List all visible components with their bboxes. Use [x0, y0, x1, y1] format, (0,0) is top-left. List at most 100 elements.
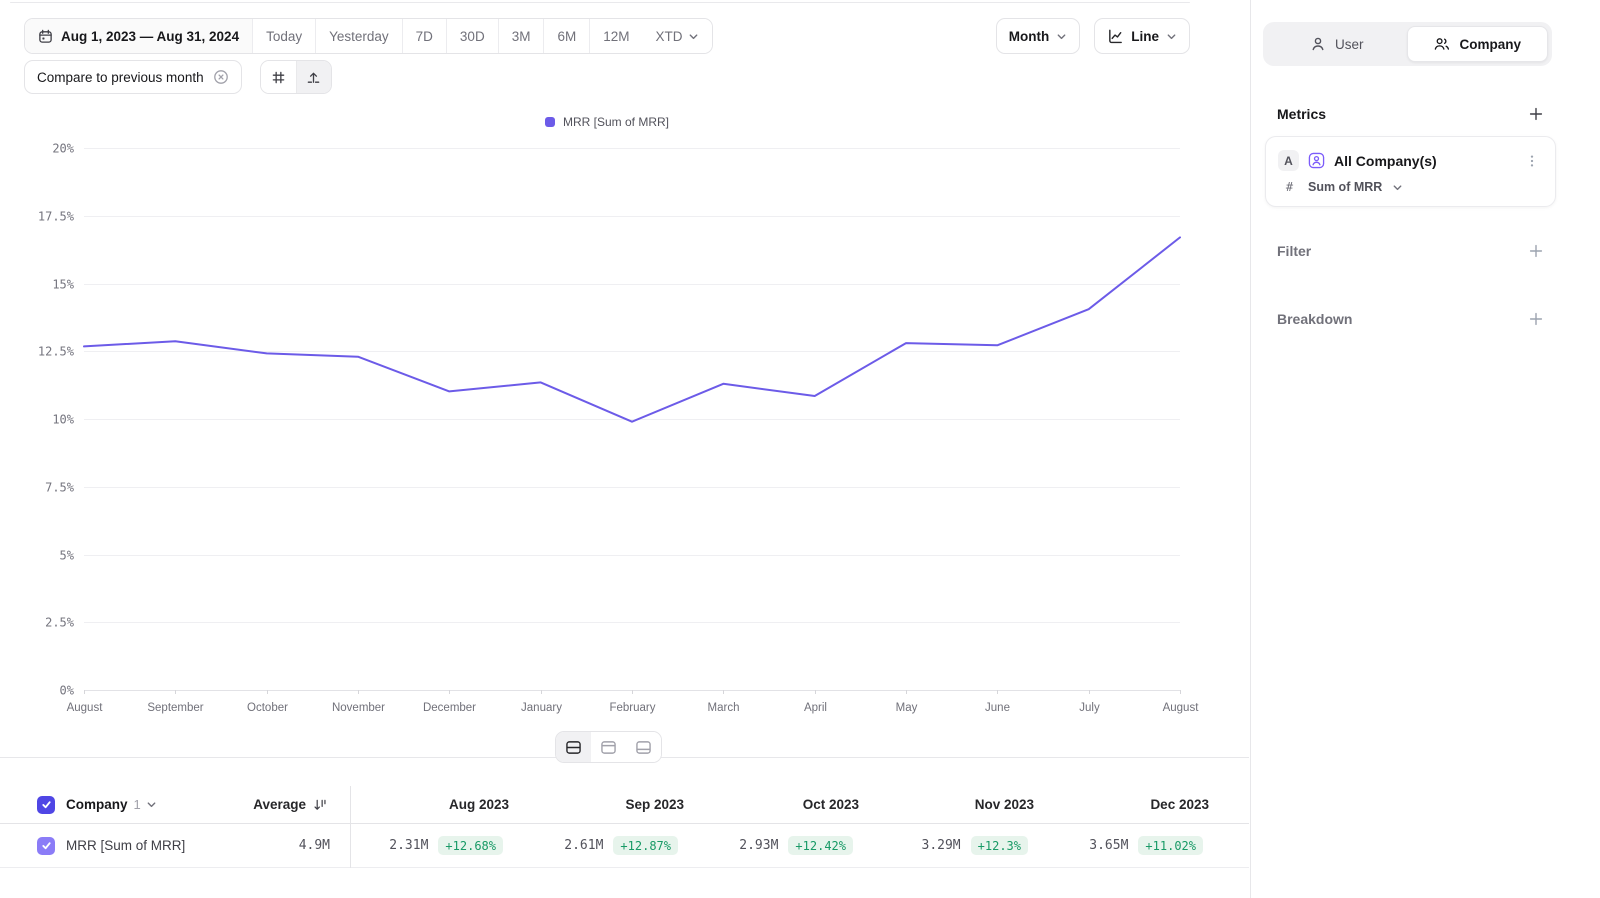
column-header-oct-2023: Oct 2023	[802, 797, 859, 812]
range-today-button[interactable]: Today	[253, 19, 317, 53]
close-circle-icon[interactable]	[213, 69, 229, 85]
legend-swatch	[544, 117, 555, 127]
sort-descending-icon[interactable]	[313, 798, 327, 812]
chart-only-view-button[interactable]	[591, 732, 626, 762]
y-axis-tick-label: 20%	[52, 142, 74, 156]
aggregation-label: Sum of MRR	[1308, 180, 1383, 194]
plus-icon	[1529, 244, 1543, 258]
report-main-panel: Aug 1, 2023 — Aug 31, 2024 Today Yesterda…	[0, 2, 1249, 868]
company-toggle-label: Company	[1459, 36, 1521, 52]
x-axis-month-label: August	[67, 702, 104, 714]
toolbar-right-group: Month Line	[995, 18, 1190, 54]
y-axis-tick-label: 12.5%	[38, 345, 75, 359]
x-axis-month-label: March	[708, 702, 740, 714]
range-7d-button[interactable]: 7D	[402, 19, 447, 53]
x-axis-month-label: November	[332, 702, 385, 714]
kebab-menu-icon	[1530, 154, 1534, 167]
plus-icon	[1529, 107, 1543, 121]
breakdown-title: Breakdown	[1277, 311, 1353, 327]
range-3m-button[interactable]: 3M	[498, 19, 545, 53]
metrics-title: Metrics	[1277, 106, 1327, 122]
user-toggle-label: User	[1334, 36, 1364, 52]
x-axis-month-label: February	[609, 702, 655, 714]
config-sidebar: User Company Metrics A All Company(s) # …	[1250, 0, 1600, 898]
range-6m-button[interactable]: 6M	[544, 19, 591, 53]
xtd-label: XTD	[655, 28, 683, 44]
table-only-view-button[interactable]	[626, 732, 661, 762]
breakdown-table: Company 1 Average Aug 2023 Sep 2023 Oct 20…	[0, 786, 1249, 868]
change-badge: +12.42%	[788, 836, 853, 855]
granularity-dropdown[interactable]: Month	[995, 18, 1081, 54]
metric-aggregation-row[interactable]: # Sum of MRR	[1278, 180, 1541, 194]
x-axis-month-label: August	[1163, 702, 1200, 714]
entity-count: 1	[133, 797, 141, 812]
row-checkbox[interactable]	[37, 836, 55, 855]
chart-type-label: Line	[1131, 28, 1159, 44]
range-30d-button[interactable]: 30D	[446, 19, 499, 53]
chevron-down-icon	[1393, 184, 1402, 190]
grid-toggle-button[interactable]	[260, 61, 296, 93]
metrics-section-header: Metrics	[1251, 106, 1600, 122]
calendar-icon	[39, 29, 52, 43]
panel-top-icon	[601, 740, 616, 754]
select-all-checkbox[interactable]	[37, 795, 55, 814]
mrr-value: 3.65M	[1089, 838, 1129, 853]
average-value: 4.9M	[298, 838, 330, 853]
column-header-dec-2023: Dec 2023	[1150, 797, 1209, 812]
check-icon	[41, 801, 51, 809]
chart-legend-item[interactable]: MRR [Sum of MRR]	[0, 115, 1214, 129]
company-toggle-button[interactable]: Company	[1406, 26, 1548, 62]
x-axis-month-label: May	[896, 702, 918, 714]
metric-card-title-row: A All Company(s)	[1278, 150, 1541, 171]
user-toggle-button[interactable]: User	[1267, 26, 1407, 62]
chart-display-toggle-group	[259, 60, 332, 94]
range-yesterday-button[interactable]: Yesterday	[316, 19, 403, 53]
mrr-value: 2.93M	[739, 838, 779, 853]
chevron-down-icon[interactable]	[146, 799, 157, 810]
metric-card[interactable]: A All Company(s) # Sum of MRR	[1265, 136, 1556, 207]
arrow-up-from-line-icon	[307, 72, 320, 83]
mrr-value: 2.31M	[389, 838, 429, 853]
users-icon	[1435, 38, 1450, 50]
date-range-label: Aug 1, 2023 — Aug 31, 2024	[61, 28, 240, 44]
average-column-label: Average	[253, 797, 306, 812]
toolbar: Aug 1, 2023 — Aug 31, 2024 Today Yesterda…	[24, 18, 1190, 54]
add-filter-button[interactable]	[1528, 243, 1544, 259]
column-header-aug-2023: Aug 2023	[448, 797, 509, 812]
table-header-first-cell: Company 1 Average	[0, 795, 350, 814]
chart-type-dropdown[interactable]: Line	[1094, 18, 1190, 54]
metric-row-name: MRR [Sum of MRR]	[66, 838, 186, 853]
chevron-down-icon	[1167, 33, 1176, 39]
check-icon	[41, 842, 51, 850]
granularity-label: Month	[1008, 28, 1050, 44]
toolbar-second-row: Compare to previous month	[24, 60, 332, 94]
panel-bottom-icon	[636, 740, 651, 754]
range-xtd-dropdown[interactable]: XTD	[642, 19, 713, 53]
y-axis-tick-label: 15%	[52, 278, 74, 292]
annotations-toggle-button[interactable]	[295, 61, 331, 93]
table-header-row: Company 1 Average Aug 2023 Sep 2023 Oct 20…	[0, 786, 1249, 824]
entity-column-label[interactable]: Company	[66, 797, 128, 812]
date-range-button[interactable]: Aug 1, 2023 — Aug 31, 2024	[25, 19, 254, 53]
metric-options-button[interactable]	[1523, 154, 1541, 168]
y-axis-tick-label: 5%	[60, 549, 75, 563]
compare-to-previous-chip[interactable]: Compare to previous month	[24, 60, 242, 94]
breakdown-section-header: Breakdown	[1251, 311, 1600, 327]
add-breakdown-button[interactable]	[1528, 311, 1544, 327]
date-range-group: Aug 1, 2023 — Aug 31, 2024 Today Yesterda…	[24, 18, 714, 54]
filter-section-header: Filter	[1251, 243, 1600, 259]
range-12m-button[interactable]: 12M	[590, 19, 643, 53]
x-axis-month-label: June	[985, 702, 1010, 714]
grid-icon	[272, 71, 284, 83]
y-axis-tick-label: 7.5%	[45, 481, 75, 495]
mrr-line-chart: 0% 2.5% 5% 7.5% 10% 12.5% 15% 17.5% 20% August Sep…	[38, 142, 1200, 715]
x-axis-month-label: January	[521, 702, 562, 714]
change-badge: +12.87%	[613, 836, 678, 855]
mrr-line-series	[83, 236, 1181, 423]
split-view-button[interactable]	[556, 732, 591, 762]
add-metric-button[interactable]	[1528, 106, 1544, 122]
change-badge: +12.68%	[438, 836, 503, 855]
metric-series-badge: A	[1278, 150, 1299, 171]
change-badge: +12.3%	[970, 836, 1028, 855]
layout-toggle-group	[555, 731, 662, 763]
